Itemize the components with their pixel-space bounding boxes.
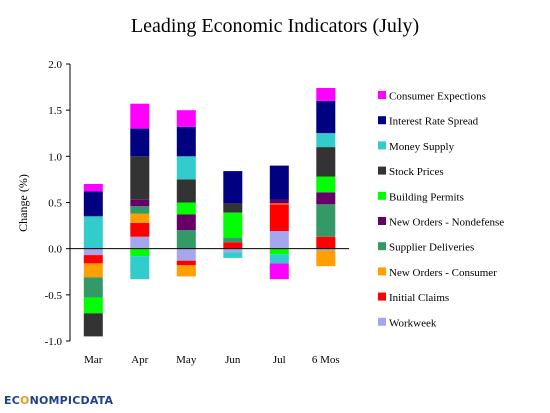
bar-segment xyxy=(83,313,103,337)
legend-label: Money Supply xyxy=(389,141,455,153)
bar-segment xyxy=(316,147,336,177)
bar-segment xyxy=(316,236,336,249)
y-tick-label: 1.5 xyxy=(48,105,62,117)
bar-segment xyxy=(316,250,336,267)
bar-segment xyxy=(316,192,336,205)
bar-segment xyxy=(130,199,150,207)
bar-segment xyxy=(83,216,103,249)
legend-label: New Orders - Nondefense xyxy=(389,217,504,229)
bar-segment xyxy=(176,265,196,277)
bar-segment xyxy=(83,297,103,314)
x-tick-label: Mar xyxy=(84,354,103,366)
plot-area: -1.0 -0.5 0.0 0.5 1.0 1.5 2.0 Mar Apr May Jun Jul 6 … xyxy=(45,59,349,366)
bar-segment xyxy=(176,214,196,231)
bar-segment xyxy=(269,203,289,205)
legend-label: Initial Claims xyxy=(389,292,449,304)
bar-segment xyxy=(130,256,150,280)
legend-label: Consumer Expections xyxy=(389,91,486,103)
bar-segment xyxy=(176,260,196,266)
bar-segment xyxy=(269,248,289,255)
legend-swatch xyxy=(378,166,386,175)
bar-segment xyxy=(130,206,150,214)
legend-label: Building Permits xyxy=(389,191,464,203)
x-tick-label: 6 Mos xyxy=(312,354,340,366)
bar-segment xyxy=(130,236,150,249)
bar-segment xyxy=(176,126,196,157)
y-tick-label: -0.5 xyxy=(45,290,63,302)
bar-segment xyxy=(130,222,150,237)
y-tick-label: -1.0 xyxy=(45,336,63,348)
legend-label: Stock Prices xyxy=(389,166,444,178)
bar-segment xyxy=(130,156,150,200)
legend-swatch xyxy=(378,292,386,301)
legend-swatch xyxy=(378,217,386,225)
bar-segment xyxy=(176,110,196,127)
bar-segment xyxy=(83,191,103,217)
chart-title: Leading Economic Indicators (July) xyxy=(131,15,419,37)
bar-segment xyxy=(83,255,103,264)
bar-segment xyxy=(176,202,196,215)
bar-segment xyxy=(223,171,243,204)
bar-segment xyxy=(316,248,336,251)
legend-label: Supplier Deliveries xyxy=(389,242,474,254)
bar-segment xyxy=(223,248,243,253)
bar-segment xyxy=(130,103,150,129)
economicdata-logo: ECONOMPICDATA xyxy=(4,394,114,407)
bar-segment xyxy=(83,184,103,192)
legend-label: Workweek xyxy=(389,317,437,329)
x-tick-label: Jul xyxy=(273,354,286,366)
x-tick-label: May xyxy=(176,354,197,366)
bar-segment xyxy=(269,165,289,200)
bar-segment xyxy=(269,263,289,280)
bar-segment xyxy=(176,179,196,203)
bar-segment xyxy=(316,176,336,193)
y-tick-label: 0.5 xyxy=(48,198,62,210)
legend-label: Interest Rate Spread xyxy=(389,116,479,128)
bar-segment xyxy=(223,237,243,243)
y-tick-label: 2.0 xyxy=(48,59,62,71)
bar-segment xyxy=(269,231,289,249)
bar-segment xyxy=(176,248,196,261)
bar-segment xyxy=(223,212,243,238)
legend-swatch xyxy=(378,242,386,251)
bar-segment xyxy=(223,203,243,213)
legend-swatch xyxy=(378,91,386,99)
bar-segment xyxy=(130,128,150,157)
bar-segment xyxy=(130,213,150,223)
y-tick-label: 0.0 xyxy=(48,244,62,256)
legend-label: New Orders - Consumer xyxy=(389,267,497,279)
bar-segment xyxy=(269,254,289,264)
bar-segment xyxy=(269,204,289,232)
y-axis-label: Change (%) xyxy=(16,174,30,232)
legend-swatch xyxy=(378,191,386,200)
bar-segment xyxy=(176,230,196,249)
legend-swatch xyxy=(378,141,386,150)
y-tick-label: 1.0 xyxy=(48,151,62,163)
bar-segment xyxy=(316,204,336,237)
bar-segment xyxy=(223,242,243,249)
bar-segment xyxy=(83,248,103,256)
x-tick-label: Apr xyxy=(131,354,148,366)
x-tick-label: Jun xyxy=(225,354,241,366)
bar-segment xyxy=(269,199,289,204)
bar-segment xyxy=(83,263,103,278)
bar-segment xyxy=(130,248,150,257)
bar-segment xyxy=(223,252,243,258)
bar-segment xyxy=(83,277,103,298)
bar-segment xyxy=(316,88,336,101)
legend-swatch xyxy=(378,317,386,326)
bar-segment xyxy=(316,100,336,134)
legend-swatch xyxy=(378,116,386,125)
bar-segment xyxy=(176,156,196,180)
legend-swatch xyxy=(378,267,386,276)
bar-segment xyxy=(316,133,336,148)
legend: Consumer Expections Interest Rate Spread M… xyxy=(378,91,504,329)
